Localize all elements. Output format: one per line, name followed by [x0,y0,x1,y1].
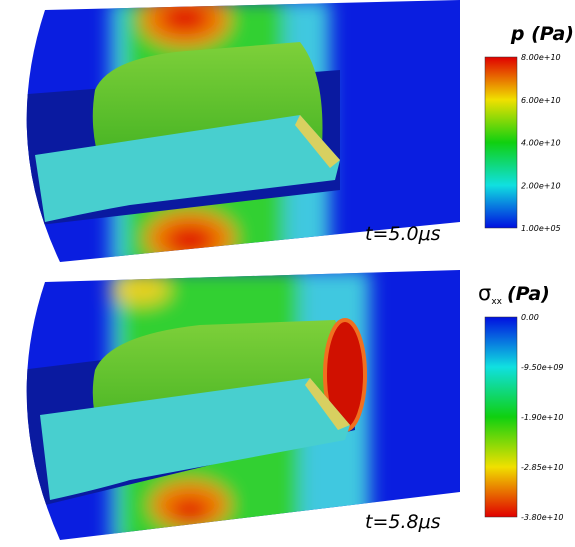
colorbar-title: σxx (Pa) [478,281,550,307]
subscript: xx [491,297,502,307]
colorbar-tick-label: -1.90e+10 [521,413,564,422]
render-bottom [0,270,470,547]
colorbar-tick-label: 2.00e+10 [521,181,561,190]
time-label: t=5.8μs [365,511,441,533]
colorbar-tick-label: 0.00 [521,313,539,322]
colorbar-tick-label: -9.50e+09 [521,363,564,372]
figure: p (Pa) σxx (Pa) 8.00e+10 6.00e+10 4.00e+10 2… [0,0,575,547]
colorbar-title: p (Pa) [510,23,574,45]
symbol: σ [478,281,491,305]
colorbar-tick-label: -2.85e+10 [521,463,564,472]
colorbar-tick-label: 8.00e+10 [521,53,561,62]
colorbar-tick-label: 6.00e+10 [521,96,561,105]
unit: (Pa) [507,283,550,305]
colorbar [485,57,517,228]
colorbar-tick-label: 1.00e+05 [521,224,561,233]
time-label: t=5.0μs [365,223,441,245]
colorbar-tick-label: -3.80e+10 [521,513,564,522]
colorbar-tick-label: 4.00e+10 [521,139,561,148]
colorbar [485,317,517,517]
